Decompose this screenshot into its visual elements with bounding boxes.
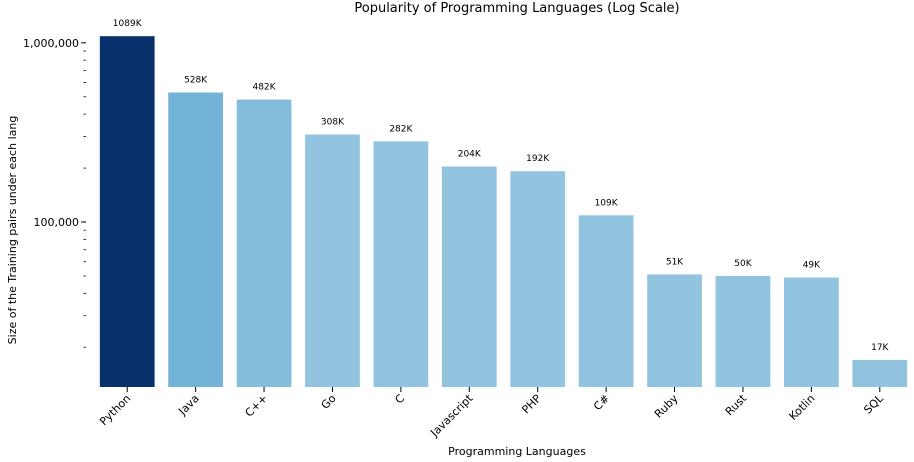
x-tick-label: C: [392, 392, 407, 407]
x-tick-label: Kotlin: [787, 392, 818, 423]
x-tick-label: PHP: [519, 392, 544, 417]
bar-php: [510, 171, 566, 387]
x-tick-label: Rust: [723, 391, 750, 418]
x-tick-label: C#: [591, 392, 612, 413]
bar-javascript: [441, 166, 497, 387]
x-tick-label: Go: [319, 392, 339, 412]
bar-rust: [715, 275, 771, 387]
y-tick-label: 1,000,000: [23, 37, 79, 50]
x-tick-label: SQL: [861, 391, 886, 416]
x-tick-label: Javascript: [427, 391, 475, 439]
bar-go: [305, 134, 360, 387]
data-label: 1089K: [113, 19, 143, 29]
y-axis-label: Size of the Training pairs under each la…: [6, 116, 19, 345]
bar-python: [99, 36, 155, 387]
y-tick-label: 100,000: [34, 216, 80, 229]
x-tick-label: Java: [175, 392, 201, 418]
data-label: 192K: [526, 154, 550, 164]
bar-c: [373, 141, 429, 387]
bar-sql: [852, 359, 908, 387]
data-label: 109K: [595, 198, 619, 208]
x-tick-label: Ruby: [652, 392, 681, 421]
bars-group: 1089K 528K 482K 308K 282K 204K 192K 109K 51K 50K 4…: [99, 19, 908, 387]
x-tick-label: Python: [97, 392, 133, 428]
bar-kotlin: [784, 277, 839, 387]
data-label: 17K: [871, 343, 889, 353]
bar-c-: [578, 215, 634, 387]
y-axis: 100,000 1,000,000: [23, 37, 86, 348]
x-tick-label: C++: [242, 392, 270, 420]
data-label: 204K: [458, 150, 482, 160]
data-label: 51K: [666, 257, 684, 267]
bar-ruby: [647, 274, 702, 387]
data-label: 308K: [321, 117, 345, 127]
x-axis: Python Java C++ Go C Javascript PHP C# Ruby Rust K…: [97, 387, 887, 440]
data-label: 528K: [184, 76, 208, 86]
bar-java: [168, 92, 223, 387]
bar-c-: [236, 99, 292, 387]
chart-title: Popularity of Programming Languages (Log…: [354, 1, 679, 16]
data-label: 49K: [803, 261, 821, 271]
data-label: 282K: [389, 124, 413, 134]
data-label: 482K: [252, 83, 276, 93]
x-axis-label: Programming Languages: [448, 445, 586, 458]
data-label: 50K: [734, 259, 752, 269]
